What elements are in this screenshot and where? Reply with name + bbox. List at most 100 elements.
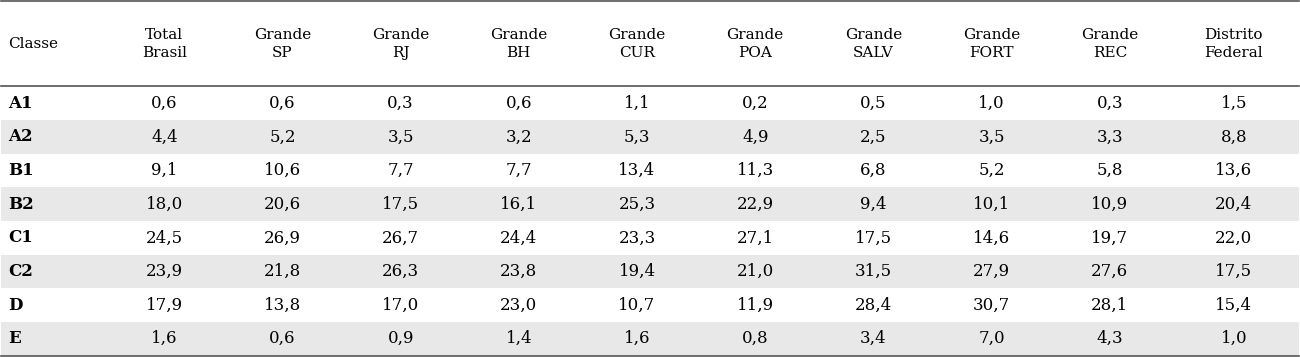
Text: Grande
REC: Grande REC [1082, 28, 1139, 60]
Text: Grande
FORT: Grande FORT [963, 28, 1020, 60]
Text: 17,5: 17,5 [1216, 263, 1252, 280]
Text: 7,7: 7,7 [506, 162, 532, 179]
Text: 15,4: 15,4 [1216, 297, 1252, 314]
Text: 10,9: 10,9 [1091, 196, 1128, 213]
Text: 0,3: 0,3 [1096, 95, 1123, 112]
Text: 0,6: 0,6 [269, 95, 295, 112]
Text: 1,0: 1,0 [979, 95, 1005, 112]
Text: 17,5: 17,5 [382, 196, 419, 213]
Text: B1: B1 [8, 162, 34, 179]
Text: 26,9: 26,9 [264, 229, 302, 246]
Text: 25,3: 25,3 [619, 196, 655, 213]
Text: 24,4: 24,4 [500, 229, 537, 246]
Text: 23,9: 23,9 [146, 263, 183, 280]
Text: A1: A1 [8, 95, 32, 112]
Text: 23,0: 23,0 [500, 297, 537, 314]
Text: 3,2: 3,2 [506, 129, 532, 145]
Text: Grande
CUR: Grande CUR [608, 28, 666, 60]
Text: 16,1: 16,1 [500, 196, 537, 213]
Text: Grande
SP: Grande SP [254, 28, 311, 60]
Text: 22,9: 22,9 [737, 196, 774, 213]
Text: D: D [8, 297, 22, 314]
Text: 3,3: 3,3 [1096, 129, 1123, 145]
Text: 20,4: 20,4 [1216, 196, 1252, 213]
Text: 1,6: 1,6 [151, 330, 178, 347]
Text: 11,9: 11,9 [737, 297, 774, 314]
Text: C2: C2 [8, 263, 32, 280]
Text: Grande
SALV: Grande SALV [845, 28, 902, 60]
Text: 21,8: 21,8 [264, 263, 302, 280]
Text: 0,9: 0,9 [387, 330, 413, 347]
Text: 5,2: 5,2 [269, 129, 295, 145]
Text: 7,0: 7,0 [979, 330, 1005, 347]
Text: 0,2: 0,2 [742, 95, 768, 112]
Text: 0,8: 0,8 [742, 330, 768, 347]
Text: Grande
BH: Grande BH [490, 28, 547, 60]
Text: 30,7: 30,7 [972, 297, 1010, 314]
Text: 13,8: 13,8 [264, 297, 302, 314]
Text: Classe: Classe [8, 37, 58, 51]
Text: 10,7: 10,7 [619, 297, 655, 314]
Text: 9,4: 9,4 [861, 196, 887, 213]
Text: 1,4: 1,4 [506, 330, 532, 347]
Text: 1,1: 1,1 [624, 95, 650, 112]
Text: 5,3: 5,3 [624, 129, 650, 145]
Text: 17,5: 17,5 [855, 229, 892, 246]
Text: 17,9: 17,9 [146, 297, 183, 314]
Text: 28,4: 28,4 [855, 297, 892, 314]
Text: 9,1: 9,1 [151, 162, 178, 179]
Text: 10,6: 10,6 [264, 162, 302, 179]
Text: 19,7: 19,7 [1091, 229, 1128, 246]
Text: 13,6: 13,6 [1216, 162, 1252, 179]
Text: 31,5: 31,5 [855, 263, 892, 280]
Text: 21,0: 21,0 [737, 263, 774, 280]
Text: 23,8: 23,8 [500, 263, 537, 280]
Text: Grande
POA: Grande POA [727, 28, 784, 60]
Text: 14,6: 14,6 [972, 229, 1010, 246]
Text: C1: C1 [8, 229, 32, 246]
Text: 4,4: 4,4 [151, 129, 178, 145]
Text: 0,6: 0,6 [506, 95, 532, 112]
Text: 10,1: 10,1 [972, 196, 1010, 213]
Text: 22,0: 22,0 [1216, 229, 1252, 246]
Text: 0,6: 0,6 [269, 330, 295, 347]
Text: 3,5: 3,5 [979, 129, 1005, 145]
Text: 27,9: 27,9 [972, 263, 1010, 280]
Text: 13,4: 13,4 [619, 162, 655, 179]
Text: Distrito
Federal: Distrito Federal [1204, 28, 1264, 60]
Text: 3,5: 3,5 [387, 129, 413, 145]
Bar [1, 322, 1299, 356]
Text: 26,3: 26,3 [382, 263, 419, 280]
Text: 17,0: 17,0 [382, 297, 420, 314]
Text: B2: B2 [8, 196, 34, 213]
Text: 4,3: 4,3 [1096, 330, 1123, 347]
Text: 26,7: 26,7 [382, 229, 419, 246]
Text: 7,7: 7,7 [387, 162, 413, 179]
Text: 6,8: 6,8 [861, 162, 887, 179]
Text: 2,5: 2,5 [861, 129, 887, 145]
Text: 3,4: 3,4 [861, 330, 887, 347]
Text: Grande
RJ: Grande RJ [372, 28, 429, 60]
Bar [1, 120, 1299, 154]
Text: 24,5: 24,5 [146, 229, 183, 246]
Bar [1, 187, 1299, 221]
Text: 18,0: 18,0 [146, 196, 183, 213]
Text: 4,9: 4,9 [742, 129, 768, 145]
Text: 27,1: 27,1 [737, 229, 774, 246]
Text: 23,3: 23,3 [619, 229, 655, 246]
Text: 0,3: 0,3 [387, 95, 413, 112]
Text: A2: A2 [8, 129, 32, 145]
Text: Total
Brasil: Total Brasil [142, 28, 187, 60]
Text: 0,5: 0,5 [861, 95, 887, 112]
Text: 11,3: 11,3 [737, 162, 774, 179]
Text: 8,8: 8,8 [1221, 129, 1247, 145]
Text: 27,6: 27,6 [1091, 263, 1128, 280]
Bar [1, 255, 1299, 288]
Text: 1,5: 1,5 [1221, 95, 1247, 112]
Text: E: E [8, 330, 21, 347]
Text: 5,2: 5,2 [979, 162, 1005, 179]
Text: 20,6: 20,6 [264, 196, 302, 213]
Text: 1,6: 1,6 [624, 330, 650, 347]
Text: 19,4: 19,4 [619, 263, 655, 280]
Text: 1,0: 1,0 [1221, 330, 1247, 347]
